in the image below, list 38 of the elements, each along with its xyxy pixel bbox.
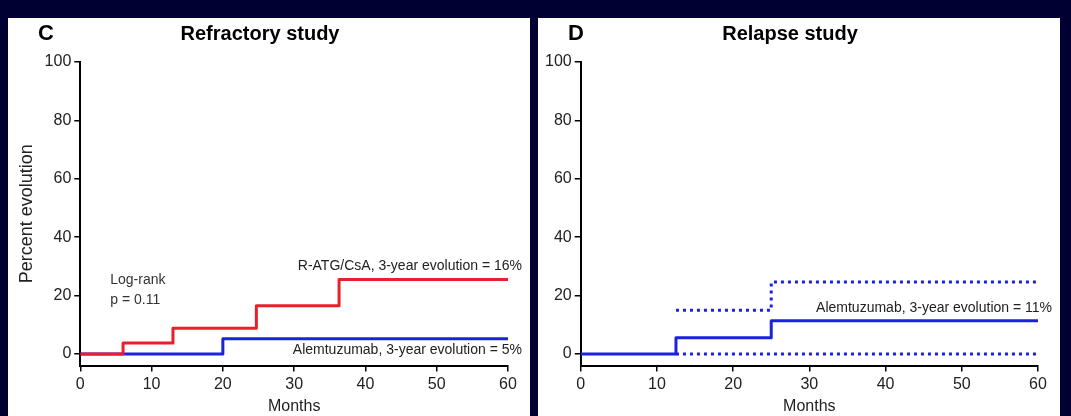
x-tick-label: 0 [576,374,586,392]
y-tick-label: 40 [553,227,572,245]
x-tick-label: 20 [724,374,743,392]
x-axis-title: Months [783,396,836,414]
y-tick-label: 0 [62,344,72,362]
y-tick-label: 100 [544,52,572,70]
y-tick-label: 0 [562,344,572,362]
y-tick-label: 80 [553,110,572,128]
series-label: Alemtuzumab, 3-year evolution = 5% [292,340,522,357]
x-tick-label: 40 [876,374,895,392]
x-tick-label: 10 [142,374,161,392]
x-tick-label: 60 [499,374,517,392]
x-tick-label: 30 [800,374,819,392]
x-tick-label: 50 [427,374,446,392]
x-tick-label: 50 [952,374,971,392]
x-axis-title: Months [267,396,321,414]
y-tick-label: 40 [53,227,72,245]
annotation: Log-rank [110,271,167,288]
x-tick-label: 60 [1029,374,1047,392]
x-tick-label: 10 [648,374,666,392]
y-tick-label: 60 [53,169,72,187]
series-label: R-ATG/CsA, 3-year evolution = 16% [297,257,522,274]
y-tick-label: 100 [44,52,72,70]
chart-title: Refractory study [180,21,341,44]
x-tick-label: 30 [285,374,304,392]
y-tick-label: 20 [53,285,72,303]
chart-title: Relapse study [722,21,859,44]
annotation: p = 0.11 [110,291,161,308]
y-tick-label: 20 [553,285,572,303]
x-tick-label: 20 [213,374,232,392]
y-tick-label: 60 [553,169,572,187]
y-axis-title: Percent evolution [15,144,36,284]
x-tick-label: 40 [356,374,375,392]
text: C [38,20,54,46]
x-tick-label: 0 [75,374,85,392]
text: D [568,20,584,46]
y-tick-label: 80 [53,110,72,128]
series-label: Alemtuzumab, 3-year evolution = 11% [816,298,1052,315]
